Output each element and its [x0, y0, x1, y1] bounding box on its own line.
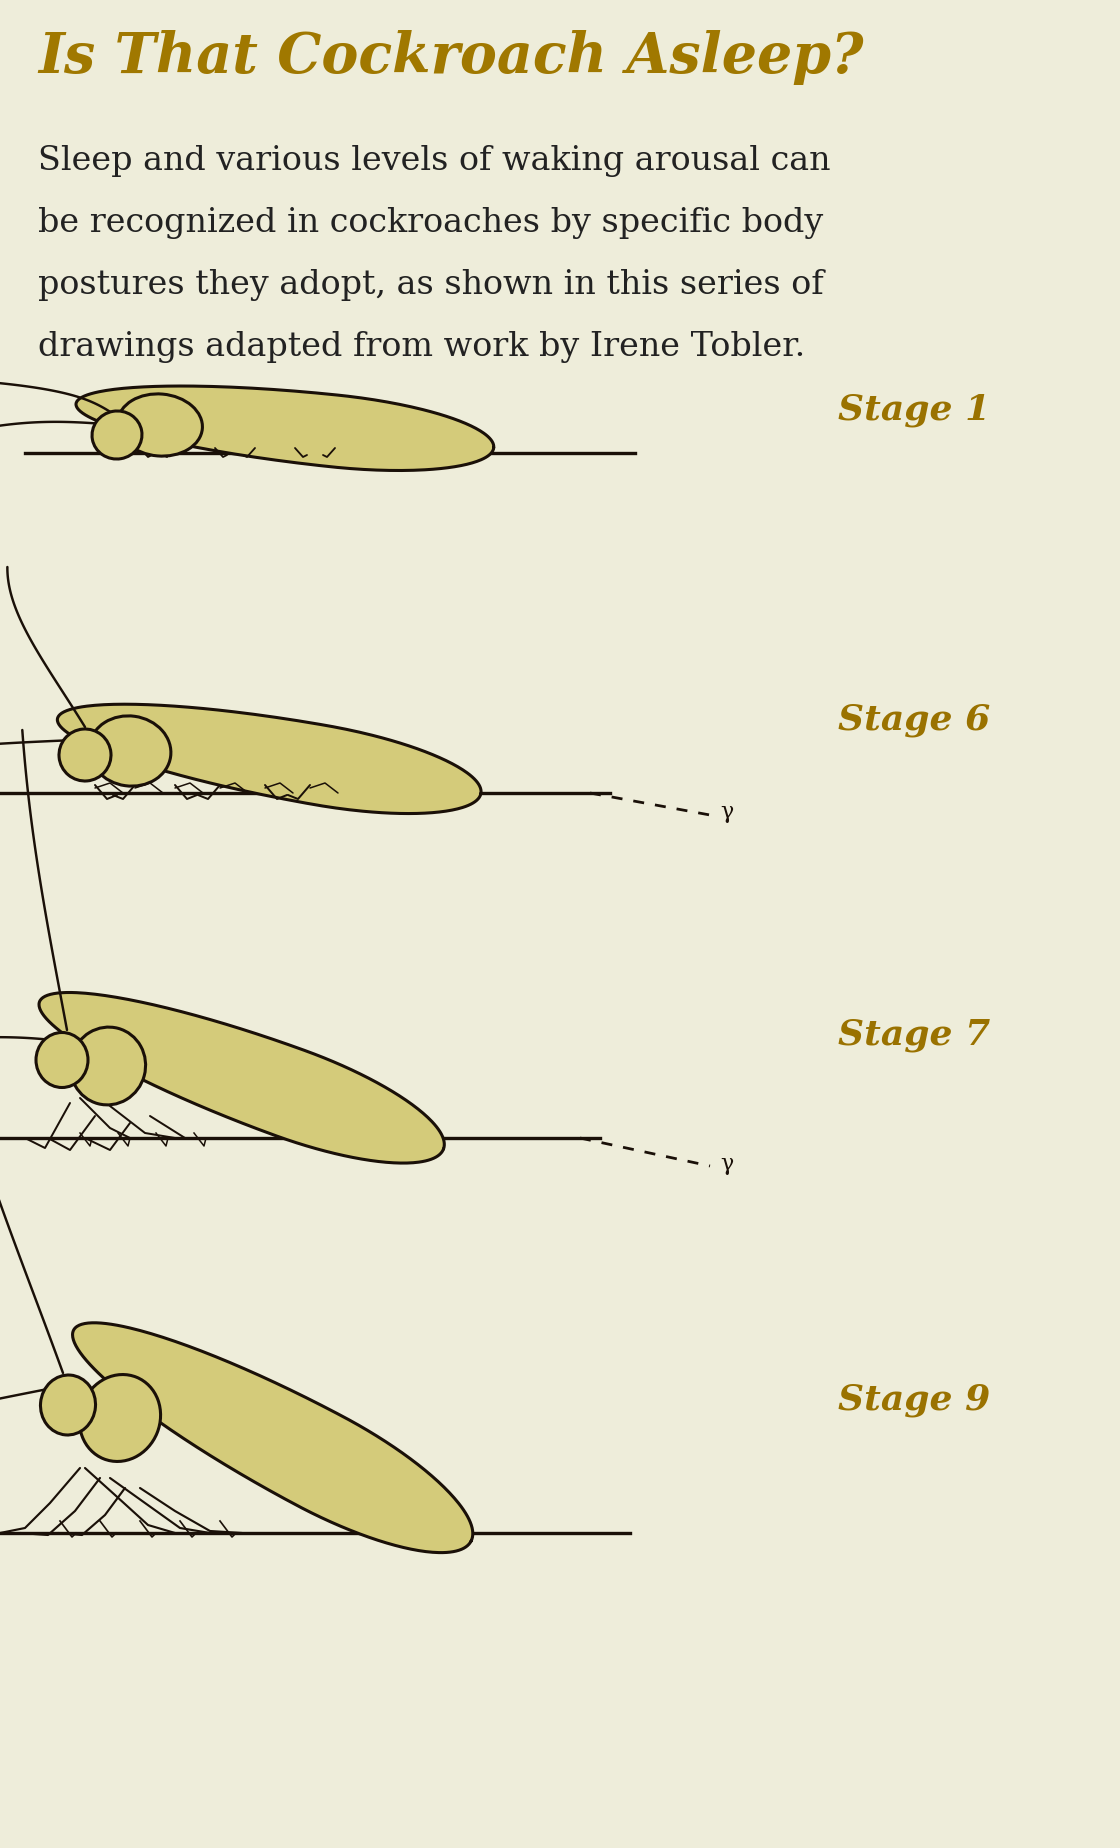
- Ellipse shape: [90, 715, 171, 785]
- Ellipse shape: [40, 1375, 95, 1436]
- Text: Is That Cockroach Asleep?: Is That Cockroach Asleep?: [38, 30, 864, 85]
- Text: Sleep and various levels of waking arousal can: Sleep and various levels of waking arous…: [38, 144, 831, 177]
- Polygon shape: [76, 386, 494, 471]
- Ellipse shape: [71, 1027, 146, 1105]
- Text: γ: γ: [720, 1153, 734, 1175]
- Text: drawings adapted from work by Irene Tobler.: drawings adapted from work by Irene Tobl…: [38, 331, 805, 362]
- Text: Stage 7: Stage 7: [838, 1018, 990, 1052]
- Ellipse shape: [59, 728, 111, 782]
- Ellipse shape: [92, 410, 142, 458]
- Polygon shape: [73, 1323, 473, 1552]
- Text: Stage 6: Stage 6: [838, 702, 990, 737]
- Text: be recognized in cockroaches by specific body: be recognized in cockroaches by specific…: [38, 207, 823, 238]
- Text: Stage 1: Stage 1: [838, 394, 990, 427]
- Text: γ: γ: [720, 800, 734, 822]
- Text: postures they adopt, as shown in this series of: postures they adopt, as shown in this se…: [38, 270, 823, 301]
- Text: Stage 9: Stage 9: [838, 1382, 990, 1417]
- Polygon shape: [57, 704, 482, 813]
- Polygon shape: [39, 992, 445, 1162]
- Ellipse shape: [118, 394, 203, 456]
- Ellipse shape: [80, 1375, 160, 1462]
- Ellipse shape: [36, 1033, 88, 1087]
